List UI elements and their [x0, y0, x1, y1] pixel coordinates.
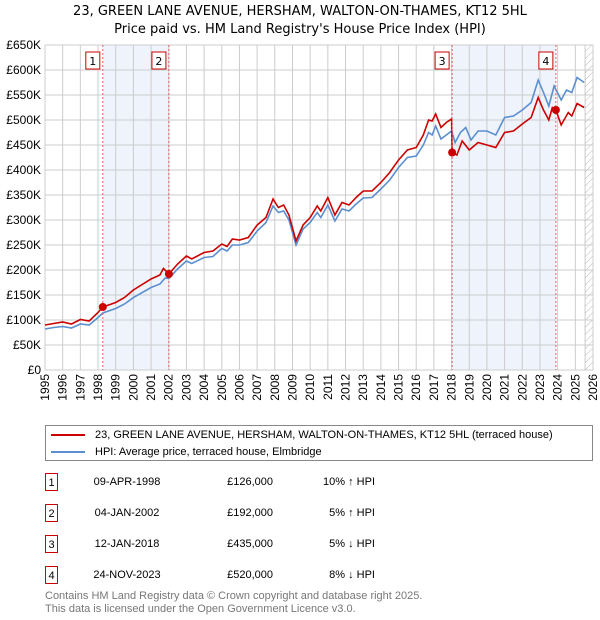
legend-item-property: 23, GREEN LANE AVENUE, HERSHAM, WALTON-O…: [46, 426, 592, 443]
y-tick-label: £200K: [6, 263, 41, 277]
x-tick-label: 2021: [498, 374, 512, 401]
sale-point: [448, 148, 457, 157]
legend-item-hpi: HPI: Average price, terraced house, Elmb…: [46, 443, 592, 460]
x-tick-label: 2009: [285, 374, 299, 401]
x-tick-label: 2017: [427, 374, 441, 401]
y-tick-label: £550K: [6, 88, 41, 102]
x-tick-label: 1996: [56, 374, 70, 401]
footer: Contains HM Land Registry data © Crown c…: [45, 590, 422, 616]
footer-line: Contains HM Land Registry data © Crown c…: [45, 590, 423, 602]
sale-label-box: [151, 51, 167, 70]
x-tick-label: 2019: [462, 374, 476, 401]
y-tick-label: £500K: [6, 113, 41, 127]
x-tick-label: 2008: [268, 374, 282, 401]
sale-label: 1: [89, 55, 96, 68]
sale-number: 3: [45, 535, 58, 553]
hpi-line: [44, 76, 585, 330]
sale-price: £192,000: [227, 507, 273, 519]
legend-label: 23, GREEN LANE AVENUE, HERSHAM, WALTON-O…: [95, 428, 553, 441]
x-tick-label: 2020: [480, 374, 494, 401]
sale-label: 2: [155, 55, 162, 68]
x-tick-label: 2005: [215, 374, 229, 401]
property-price-line: [44, 95, 585, 326]
hpi-diff: 10% ↑ HPI: [323, 476, 375, 488]
blue-line-swatch: [51, 450, 85, 453]
y-tick-label: £350K: [6, 188, 41, 202]
y-tick-label: £600K: [6, 63, 41, 77]
footer-line: This data is licensed under the Open Gov…: [45, 603, 356, 615]
x-tick-label: 2006: [232, 374, 246, 401]
sale-point: [551, 106, 560, 114]
x-tick-label: 2018: [445, 374, 459, 401]
sale-row: 3 12-JAN-2018 £435,000 5% ↓ HPI: [45, 534, 405, 554]
x-tick-label: 2012: [339, 374, 353, 401]
x-tick-label: 1999: [109, 374, 123, 401]
y-tick-label: £100K: [6, 313, 41, 327]
y-tick-label: £650K: [6, 38, 41, 52]
sale-price: £435,000: [227, 538, 273, 550]
x-tick-label: 2022: [515, 374, 529, 401]
sale-date: 12-JAN-2018: [94, 538, 160, 550]
legend-label: HPI: Average price, terraced house, Elmb…: [95, 445, 322, 458]
x-tick-label: 2015: [392, 374, 406, 401]
red-line-swatch: [51, 433, 85, 436]
y-tick-label: £150K: [6, 288, 41, 302]
x-tick-label: 1998: [91, 374, 105, 401]
sale-number: 2: [45, 504, 58, 522]
sale-row: 2 04-JAN-2002 £192,000 5% ↑ HPI: [45, 503, 405, 523]
x-tick-label: 2010: [303, 374, 317, 401]
sale-label-box: [85, 51, 101, 70]
title-line: 23, GREEN LANE AVENUE, HERSHAM, WALTON-O…: [73, 4, 527, 19]
x-tick-label: 2007: [250, 374, 264, 401]
y-tick-label: £400K: [6, 163, 41, 177]
forecast-hatch: [584, 44, 594, 371]
x-tick-label: 2002: [162, 374, 176, 401]
x-tick-label: 2016: [409, 374, 423, 401]
hpi-diff: 5% ↑ HPI: [329, 507, 375, 519]
x-tick-label: 2025: [568, 374, 582, 401]
hpi-diff: 8% ↓ HPI: [329, 569, 375, 581]
x-tick-label: 2026: [586, 374, 600, 401]
sale-label: 3: [439, 55, 446, 68]
subtitle-line: Price paid vs. HM Land Registry's House …: [114, 22, 486, 37]
x-tick-label: 2013: [356, 374, 370, 401]
x-tick-label: 2001: [144, 374, 158, 401]
sale-number: 1: [45, 473, 58, 491]
x-tick-label: 2023: [533, 374, 547, 401]
x-tick-label: 1997: [73, 374, 87, 401]
y-tick-label: £250K: [6, 238, 41, 252]
chart-title: 23, GREEN LANE AVENUE, HERSHAM, WALTON-O…: [0, 3, 600, 39]
sale-point: [164, 270, 173, 278]
sale-period-shade: [102, 45, 169, 370]
sale-date: 24-NOV-2023: [93, 569, 161, 581]
x-tick-label: 2004: [197, 374, 211, 401]
y-tick-label: £450K: [6, 138, 41, 152]
sale-row: 4 24-NOV-2023 £520,000 8% ↓ HPI: [45, 565, 405, 585]
sale-label: 4: [542, 55, 549, 68]
price-chart: £0 £50K £100K £150K £200K £250K £300K £350K £400…: [6, 38, 600, 401]
sale-price: £126,000: [227, 476, 273, 488]
x-tick-label: 2014: [374, 374, 388, 401]
sale-label-box: [538, 51, 554, 70]
sale-point: [98, 303, 107, 311]
x-tick-label: 1995: [38, 374, 52, 401]
x-tick-label: 2000: [126, 374, 140, 401]
x-tick-label: 2011: [321, 374, 335, 400]
y-tick-label: £50K: [13, 338, 41, 352]
sale-date: 09-APR-1998: [93, 476, 161, 488]
sale-date: 04-JAN-2002: [94, 507, 160, 519]
sale-price: £520,000: [227, 569, 273, 581]
hpi-diff: 5% ↓ HPI: [329, 538, 375, 550]
sale-row: 1 09-APR-1998 £126,000 10% ↑ HPI: [45, 472, 405, 492]
legend: 23, GREEN LANE AVENUE, HERSHAM, WALTON-O…: [45, 425, 593, 461]
sale-label-box: [434, 51, 450, 70]
x-tick-label: 2024: [551, 374, 565, 401]
y-tick-label: £300K: [6, 213, 41, 227]
y-tick-label: £0: [28, 363, 42, 377]
x-tick-label: 2003: [179, 374, 193, 401]
sale-number: 4: [45, 566, 58, 584]
